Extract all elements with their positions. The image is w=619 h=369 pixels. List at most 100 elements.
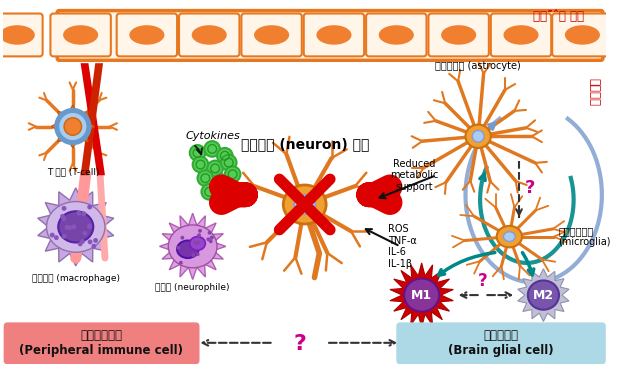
Circle shape xyxy=(191,253,196,257)
Ellipse shape xyxy=(503,25,539,45)
Polygon shape xyxy=(160,213,226,279)
Text: 호중구 (neurophile): 호중구 (neurophile) xyxy=(155,283,230,292)
Circle shape xyxy=(193,157,208,172)
Polygon shape xyxy=(517,269,569,321)
Ellipse shape xyxy=(64,118,82,135)
FancyBboxPatch shape xyxy=(179,14,240,56)
Circle shape xyxy=(197,170,213,186)
Text: 미세아교세포
(microglia): 미세아교세포 (microglia) xyxy=(558,226,610,248)
Text: M1: M1 xyxy=(411,289,432,301)
Circle shape xyxy=(206,237,210,241)
FancyBboxPatch shape xyxy=(116,14,177,56)
Circle shape xyxy=(87,204,92,210)
Circle shape xyxy=(87,224,92,229)
Ellipse shape xyxy=(503,232,515,241)
Circle shape xyxy=(225,166,240,182)
Circle shape xyxy=(64,225,69,230)
Circle shape xyxy=(62,234,67,239)
Text: M2: M2 xyxy=(533,289,554,301)
FancyBboxPatch shape xyxy=(241,14,302,56)
FancyBboxPatch shape xyxy=(4,323,199,364)
Circle shape xyxy=(210,164,220,173)
Ellipse shape xyxy=(58,112,87,141)
Circle shape xyxy=(217,148,233,163)
FancyBboxPatch shape xyxy=(491,14,551,56)
Text: 말초면역세포
(Peripheral immune cell): 말초면역세포 (Peripheral immune cell) xyxy=(19,329,183,357)
Circle shape xyxy=(196,252,200,256)
Ellipse shape xyxy=(177,241,199,258)
Polygon shape xyxy=(51,105,94,148)
Ellipse shape xyxy=(129,25,165,45)
Ellipse shape xyxy=(496,226,522,247)
Circle shape xyxy=(197,233,201,237)
Ellipse shape xyxy=(441,25,476,45)
Circle shape xyxy=(217,178,225,186)
Ellipse shape xyxy=(528,280,559,310)
Circle shape xyxy=(198,229,202,233)
Ellipse shape xyxy=(190,237,206,250)
Circle shape xyxy=(87,224,92,228)
Ellipse shape xyxy=(294,195,316,214)
Circle shape xyxy=(54,235,59,240)
Circle shape xyxy=(193,148,202,157)
Circle shape xyxy=(176,246,181,250)
Circle shape xyxy=(60,214,65,219)
Circle shape xyxy=(180,236,184,240)
Ellipse shape xyxy=(0,25,35,45)
Circle shape xyxy=(210,236,214,239)
Circle shape xyxy=(196,160,205,169)
FancyBboxPatch shape xyxy=(366,14,426,56)
Circle shape xyxy=(196,241,200,244)
Circle shape xyxy=(228,170,237,179)
Circle shape xyxy=(62,206,66,211)
Circle shape xyxy=(221,155,236,170)
Text: 신경세포 (neuron) 사멸: 신경세포 (neuron) 사멸 xyxy=(241,137,369,151)
Circle shape xyxy=(208,145,217,154)
Circle shape xyxy=(92,244,97,249)
Ellipse shape xyxy=(63,25,98,45)
Text: 대뇌교세포
(Brain glial cell): 대뇌교세포 (Brain glial cell) xyxy=(448,329,553,357)
Circle shape xyxy=(209,239,213,243)
FancyBboxPatch shape xyxy=(304,14,364,56)
Ellipse shape xyxy=(565,25,600,45)
Text: ?: ? xyxy=(525,179,535,197)
Polygon shape xyxy=(80,63,103,175)
Text: ?: ? xyxy=(293,334,306,354)
Circle shape xyxy=(207,231,212,235)
Ellipse shape xyxy=(284,185,326,224)
Text: Reduced
metabolic
support: Reduced metabolic support xyxy=(389,159,438,192)
Circle shape xyxy=(201,184,217,200)
Circle shape xyxy=(207,161,223,176)
Circle shape xyxy=(61,216,66,221)
Polygon shape xyxy=(80,63,105,175)
Circle shape xyxy=(220,151,229,160)
Text: ROS
TNF-α
IL-6
IL-1β: ROS TNF-α IL-6 IL-1β xyxy=(387,224,417,269)
Text: ?: ? xyxy=(478,272,487,290)
Circle shape xyxy=(76,211,81,215)
Circle shape xyxy=(93,238,98,243)
Circle shape xyxy=(213,174,229,190)
Ellipse shape xyxy=(168,225,217,268)
FancyBboxPatch shape xyxy=(50,14,111,56)
Ellipse shape xyxy=(58,211,93,242)
Circle shape xyxy=(204,141,220,157)
Text: Cytokines: Cytokines xyxy=(186,131,241,141)
FancyBboxPatch shape xyxy=(428,14,489,56)
Text: 별아교세포 (astrocyte): 별아교세포 (astrocyte) xyxy=(435,61,521,71)
Circle shape xyxy=(78,241,83,246)
Ellipse shape xyxy=(472,130,484,142)
Circle shape xyxy=(67,225,72,230)
Circle shape xyxy=(88,239,92,244)
Circle shape xyxy=(194,241,198,245)
Ellipse shape xyxy=(379,25,414,45)
Circle shape xyxy=(205,187,214,196)
Circle shape xyxy=(81,211,86,216)
Text: 실질조직: 실질조직 xyxy=(587,79,600,106)
FancyBboxPatch shape xyxy=(0,14,43,56)
Circle shape xyxy=(190,145,206,161)
Circle shape xyxy=(71,224,76,229)
Circle shape xyxy=(193,240,197,244)
Ellipse shape xyxy=(46,201,105,252)
Circle shape xyxy=(50,233,54,238)
Text: 대식세포 (macrophage): 대식세포 (macrophage) xyxy=(32,274,119,283)
